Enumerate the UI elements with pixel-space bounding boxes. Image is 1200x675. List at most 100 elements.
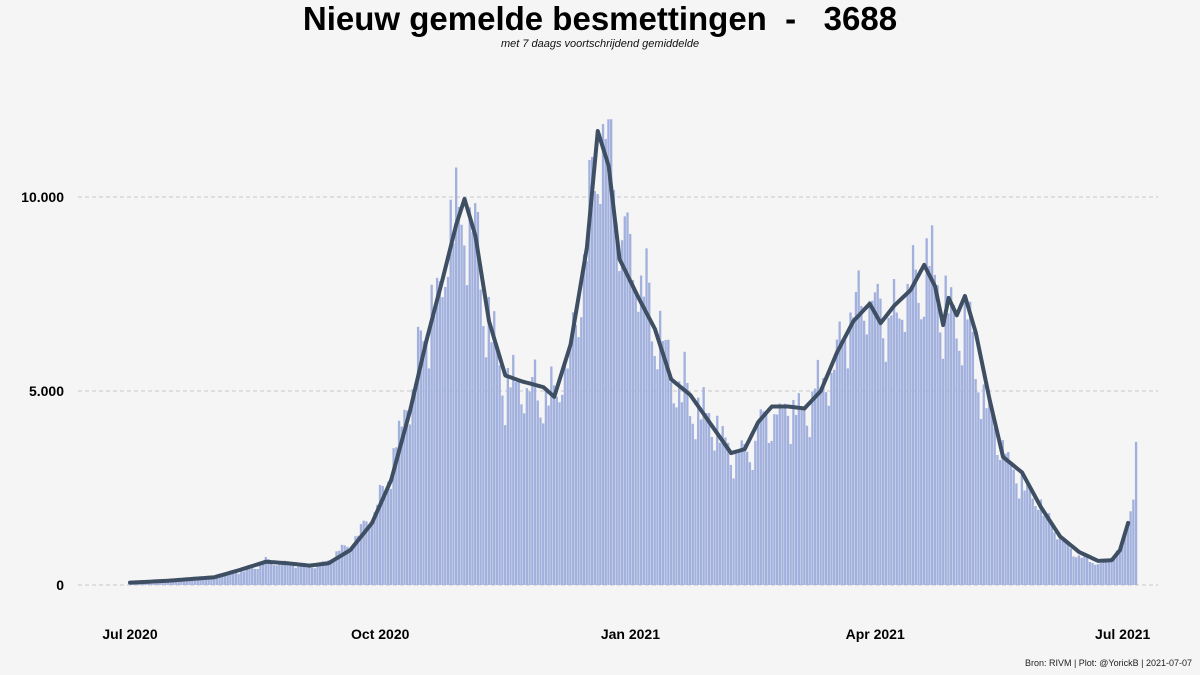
daily-bar	[204, 577, 208, 585]
daily-bar	[697, 397, 700, 585]
daily-bar	[408, 424, 412, 585]
daily-bar	[539, 417, 542, 585]
daily-bar	[533, 359, 537, 585]
daily-bar	[329, 560, 333, 585]
daily-bar	[514, 382, 518, 585]
daily-bar	[321, 561, 325, 585]
daily-bar	[1015, 483, 1018, 585]
daily-bar	[517, 380, 520, 585]
daily-bar	[906, 283, 909, 585]
daily-bar	[786, 415, 790, 585]
daily-bar	[925, 238, 928, 585]
daily-bar	[933, 274, 936, 585]
daily-bar	[542, 423, 545, 585]
y-tick-label: 0	[56, 577, 64, 593]
daily-bar	[1129, 511, 1132, 585]
daily-bar	[1045, 514, 1048, 585]
daily-bar	[319, 562, 322, 585]
daily-bar	[1028, 489, 1032, 585]
daily-bar	[977, 392, 980, 585]
daily-bar	[903, 331, 907, 585]
daily-bar	[669, 382, 673, 585]
daily-bar	[969, 301, 972, 585]
daily-bar	[596, 194, 599, 586]
daily-bar	[726, 442, 730, 585]
daily-bar	[767, 442, 771, 585]
daily-bar	[299, 565, 303, 585]
daily-bar	[814, 388, 817, 585]
daily-bar	[465, 285, 469, 585]
daily-bar	[455, 167, 458, 585]
daily-bar	[963, 296, 966, 585]
daily-bar	[922, 316, 926, 585]
daily-bar	[1009, 465, 1013, 585]
daily-bar	[193, 578, 197, 585]
daily-bar	[1110, 561, 1113, 585]
daily-bar	[612, 190, 616, 585]
daily-bar	[645, 248, 648, 586]
daily-bar	[656, 369, 659, 585]
daily-bar	[639, 275, 643, 585]
daily-bar	[590, 157, 594, 585]
daily-bar	[1001, 440, 1004, 585]
daily-bar	[1102, 559, 1105, 585]
daily-bar	[207, 576, 210, 585]
daily-bar	[202, 577, 205, 585]
daily-bar	[490, 342, 493, 585]
daily-bar	[1037, 509, 1040, 585]
daily-bar	[1034, 506, 1037, 585]
daily-bar	[1083, 552, 1086, 585]
daily-bar	[713, 450, 716, 585]
daily-bar	[860, 306, 863, 585]
daily-bar	[343, 545, 346, 585]
daily-bar	[305, 563, 308, 585]
daily-bar	[435, 277, 439, 585]
daily-bar	[164, 581, 167, 585]
daily-bar	[1121, 538, 1124, 585]
rolling-average-line	[128, 129, 1131, 585]
daily-bar	[1066, 544, 1070, 585]
daily-bar	[346, 546, 349, 585]
daily-bar	[416, 326, 420, 585]
daily-bar	[658, 310, 662, 585]
daily-bar	[348, 551, 352, 585]
daily-bar	[177, 580, 180, 585]
daily-bar	[482, 326, 485, 585]
daily-bar	[759, 409, 762, 585]
daily-bar	[686, 383, 689, 585]
daily-bar	[952, 304, 956, 585]
daily-bar	[267, 559, 270, 585]
daily-bar	[822, 377, 825, 585]
daily-bar	[226, 572, 229, 585]
daily-bar	[881, 338, 885, 585]
daily-bar	[778, 403, 781, 585]
daily-bar	[667, 339, 670, 585]
daily-bar	[892, 279, 896, 585]
daily-bar	[191, 577, 194, 585]
daily-bar	[571, 312, 575, 585]
daily-bar	[998, 459, 1002, 585]
daily-bar	[1126, 525, 1130, 585]
daily-bar	[332, 558, 335, 585]
daily-bar	[1107, 561, 1111, 585]
daily-bar	[985, 408, 988, 585]
daily-bar	[474, 203, 477, 585]
daily-bar	[389, 488, 393, 585]
daily-bar	[699, 419, 703, 585]
daily-bar	[384, 493, 387, 585]
daily-bar	[743, 443, 746, 585]
daily-bar	[397, 420, 401, 585]
daily-bar	[623, 216, 626, 585]
daily-bar	[862, 320, 866, 585]
daily-bar	[593, 191, 597, 585]
daily-bar	[430, 284, 433, 585]
daily-bar	[955, 338, 958, 585]
daily-bar	[740, 440, 743, 585]
daily-bar	[648, 282, 651, 585]
daily-bar	[607, 119, 610, 585]
daily-bar	[1094, 564, 1097, 585]
daily-bar	[1023, 490, 1026, 585]
daily-bar	[830, 372, 833, 585]
daily-bar	[520, 404, 523, 585]
daily-bar	[631, 279, 635, 585]
